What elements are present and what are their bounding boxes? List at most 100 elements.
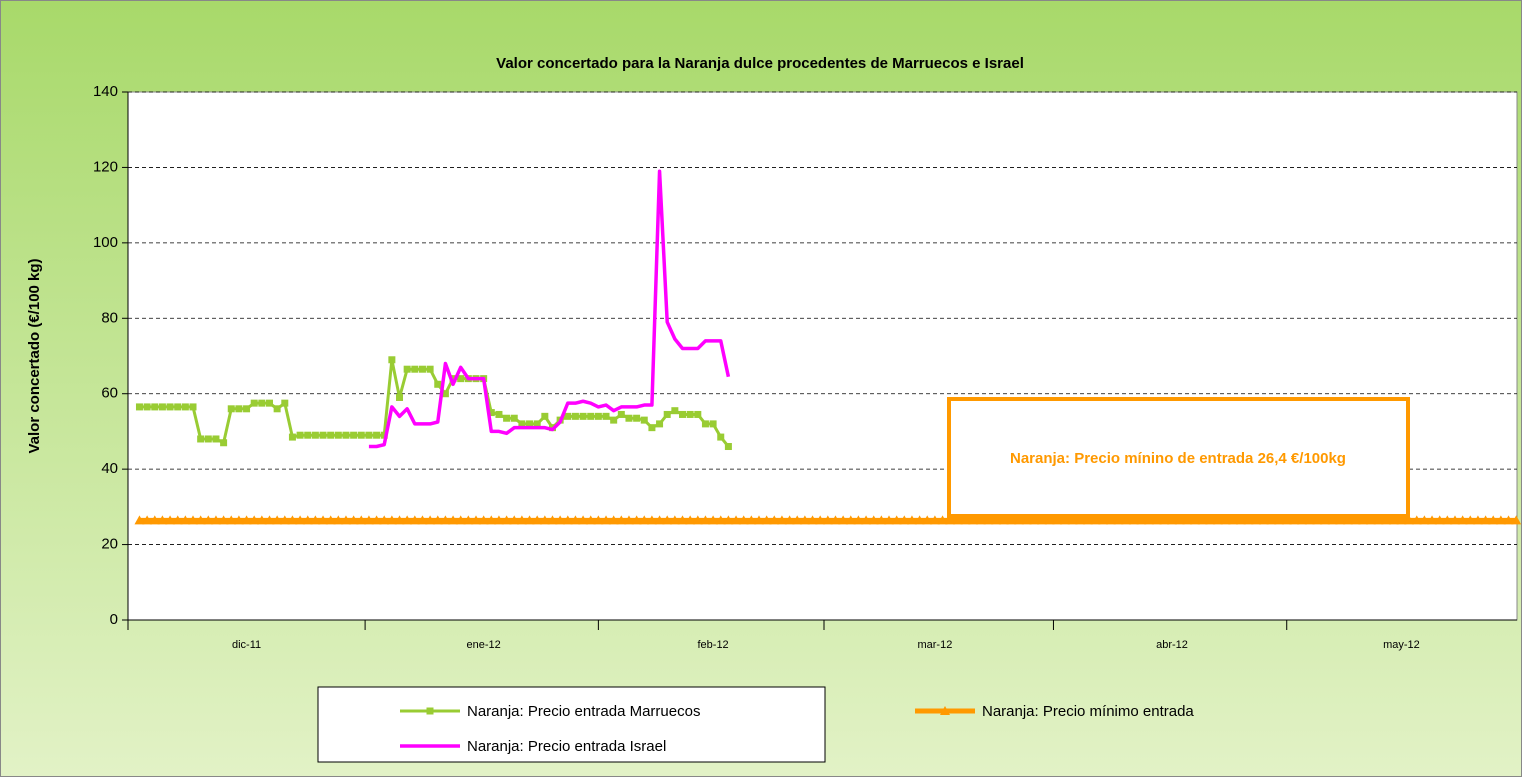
marker	[679, 410, 687, 418]
marker	[509, 515, 520, 525]
marker	[1449, 515, 1460, 525]
marker	[539, 515, 550, 525]
marker	[1289, 515, 1300, 525]
marker	[1511, 515, 1522, 525]
marker	[1235, 515, 1246, 525]
marker	[968, 515, 979, 525]
marker	[579, 412, 587, 420]
x-tick-label: ene-12	[467, 639, 501, 651]
marker	[1243, 515, 1254, 525]
marker	[1098, 515, 1109, 525]
marker	[151, 403, 159, 411]
marker	[1297, 515, 1308, 525]
marker	[333, 515, 344, 525]
marker	[134, 515, 145, 525]
x-tick-label: dic-11	[232, 639, 261, 651]
marker	[1121, 515, 1132, 525]
marker	[403, 365, 411, 373]
marker	[478, 515, 489, 525]
marker	[891, 515, 902, 525]
legend-label: Naranja: Precio entrada Marruecos	[467, 703, 700, 720]
marker	[448, 515, 459, 525]
marker	[417, 515, 428, 525]
marker	[617, 410, 625, 418]
marker	[379, 515, 390, 525]
marker	[172, 515, 183, 525]
marker	[601, 515, 612, 525]
marker	[149, 515, 160, 525]
marker	[1113, 515, 1124, 525]
y-tick-label: 100	[93, 234, 118, 251]
marker	[1197, 515, 1208, 525]
marker	[365, 431, 373, 439]
marker	[656, 420, 664, 428]
marker	[1396, 515, 1407, 525]
marker	[334, 431, 342, 439]
marker	[463, 515, 474, 525]
marker	[1335, 515, 1346, 525]
marker	[1327, 515, 1338, 525]
marker	[571, 412, 579, 420]
marker	[1404, 515, 1415, 525]
marker	[1128, 515, 1139, 525]
marker	[1014, 515, 1025, 525]
marker	[388, 356, 396, 364]
marker	[1465, 515, 1476, 525]
y-axis-label: Valor concertado (€/100 kg)	[26, 258, 43, 453]
marker	[1167, 515, 1177, 525]
marker	[1090, 515, 1101, 525]
marker	[945, 515, 956, 525]
marker	[555, 515, 566, 525]
marker	[1266, 515, 1277, 525]
marker	[195, 515, 206, 525]
marker	[310, 515, 321, 525]
marker	[654, 515, 665, 525]
marker	[709, 420, 717, 428]
marker	[1388, 515, 1399, 525]
marker	[1044, 515, 1055, 525]
marker	[876, 515, 887, 525]
marker	[731, 515, 742, 525]
legend-box	[317, 686, 826, 763]
marker	[692, 515, 703, 525]
marker	[302, 515, 313, 525]
marker	[715, 515, 726, 525]
marker	[440, 515, 451, 525]
marker	[1136, 515, 1147, 525]
marker	[724, 443, 732, 451]
marker	[776, 515, 787, 525]
marker	[166, 403, 174, 411]
marker	[357, 431, 365, 439]
marker	[929, 515, 940, 525]
marker	[402, 515, 413, 525]
marker	[311, 431, 319, 439]
marker	[1304, 515, 1315, 525]
marker	[570, 515, 581, 525]
marker	[386, 515, 397, 525]
marker	[1052, 515, 1063, 525]
marker	[1350, 515, 1361, 525]
legend-label: Naranja: Precio entrada Israel	[467, 738, 666, 755]
marker	[1036, 515, 1047, 525]
marker	[1174, 515, 1185, 525]
marker	[631, 515, 642, 525]
marker	[648, 424, 656, 432]
marker	[1312, 515, 1323, 525]
marker	[181, 403, 189, 411]
y-tick-label: 80	[101, 309, 118, 326]
marker	[1419, 515, 1430, 525]
marker	[180, 515, 191, 525]
marker	[533, 420, 541, 428]
marker	[1228, 515, 1239, 525]
marker	[578, 515, 589, 525]
marker	[1258, 515, 1269, 525]
marker	[143, 403, 151, 411]
marker	[1281, 515, 1292, 525]
marker	[998, 515, 1009, 525]
marker	[1159, 515, 1170, 525]
marker	[510, 414, 518, 422]
marker	[1006, 515, 1017, 525]
marker	[662, 515, 673, 525]
